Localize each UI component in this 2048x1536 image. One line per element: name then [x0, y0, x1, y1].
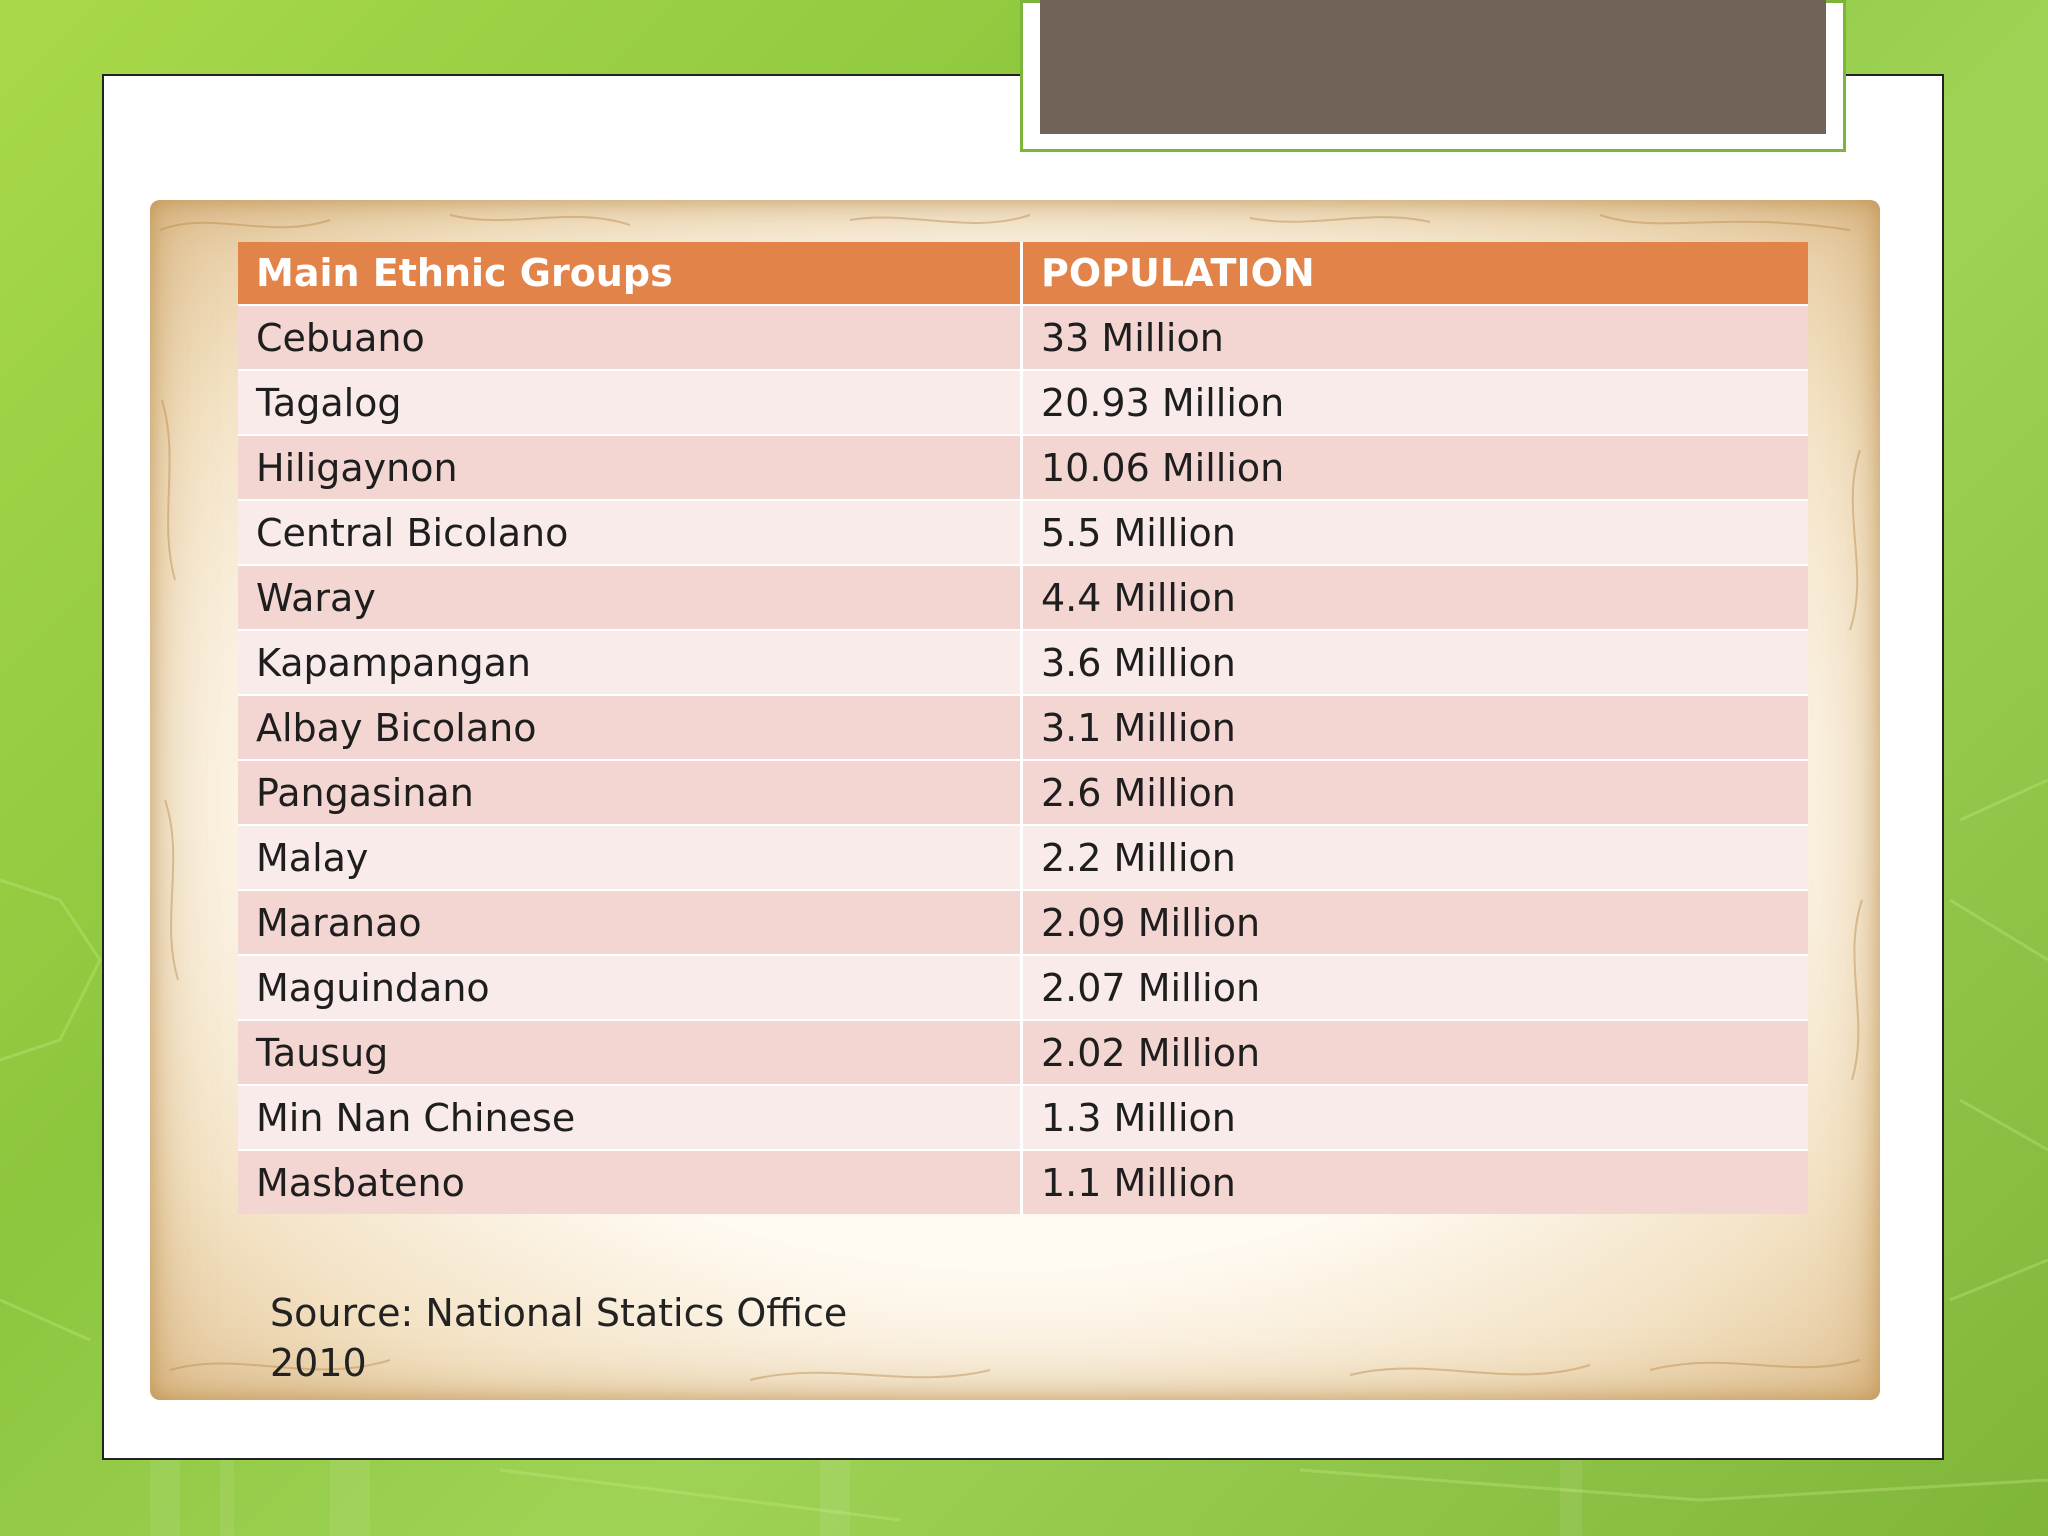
population-cell: 3.6 Million: [1021, 629, 1808, 695]
population-cell: 1.3 Million: [1021, 1084, 1808, 1150]
ethnic-group-cell: Pangasinan: [238, 759, 1023, 825]
population-cell: 20.93 Million: [1021, 369, 1808, 435]
ethnic-group-cell: Albay Bicolano: [238, 694, 1023, 760]
population-cell: 2.07 Million: [1021, 954, 1808, 1020]
column-header-ethnic-groups: Main Ethnic Groups: [238, 242, 1023, 305]
table-row: Maranao 2.09 Million: [238, 889, 1808, 955]
ethnic-group-cell: Cebuano: [238, 304, 1023, 370]
table-row: Albay Bicolano 3.1 Million: [238, 694, 1808, 760]
population-cell: 5.5 Million: [1021, 499, 1808, 565]
population-cell: 3.1 Million: [1021, 694, 1808, 760]
table-row: Tagalog 20.93 Million: [238, 369, 1808, 435]
table-row: Kapampangan 3.6 Million: [238, 629, 1808, 695]
table-row: Waray 4.4 Million: [238, 564, 1808, 630]
ethnic-group-cell: Min Nan Chinese: [238, 1084, 1023, 1150]
population-cell: 2.09 Million: [1021, 889, 1808, 955]
population-cell: 10.06 Million: [1021, 434, 1808, 500]
ethnic-group-cell: Masbateno: [238, 1149, 1023, 1214]
table-row: Min Nan Chinese 1.3 Million: [238, 1084, 1808, 1150]
ethnic-groups-table: Main Ethnic Groups POPULATION Cebuano 33…: [238, 242, 1808, 1214]
population-cell: 2.2 Million: [1021, 824, 1808, 890]
ethnic-group-cell: Hiligaynon: [238, 434, 1023, 500]
table-header-row: Main Ethnic Groups POPULATION: [238, 242, 1808, 305]
ethnic-group-cell: Kapampangan: [238, 629, 1023, 695]
population-cell: 33 Million: [1021, 304, 1808, 370]
ethnic-group-cell: Maguindano: [238, 954, 1023, 1020]
ethnic-group-cell: Central Bicolano: [238, 499, 1023, 565]
table-row: Maguindano 2.07 Million: [238, 954, 1808, 1020]
population-cell: 2.6 Million: [1021, 759, 1808, 825]
population-cell: 4.4 Million: [1021, 564, 1808, 630]
title-placeholder: [1040, 0, 1826, 134]
table-row: Central Bicolano 5.5 Million: [238, 499, 1808, 565]
population-cell: 1.1 Million: [1021, 1149, 1808, 1214]
ethnic-group-cell: Tausug: [238, 1019, 1023, 1085]
table-row: Cebuano 33 Million: [238, 304, 1808, 370]
table-row: Masbateno 1.1 Million: [238, 1149, 1808, 1214]
table-row: Pangasinan 2.6 Million: [238, 759, 1808, 825]
column-header-population: POPULATION: [1021, 242, 1808, 305]
ethnic-group-cell: Malay: [238, 824, 1023, 890]
table-row: Tausug 2.02 Million: [238, 1019, 1808, 1085]
parchment-texture: [159, 214, 1863, 1381]
source-year: 2010: [270, 1341, 367, 1385]
population-cell: 2.02 Million: [1021, 1019, 1808, 1085]
table-row: Hiligaynon 10.06 Million: [238, 434, 1808, 500]
table-row: Malay 2.2 Million: [238, 824, 1808, 890]
ethnic-group-cell: Waray: [238, 564, 1023, 630]
source-line: Source: National Statics Office: [270, 1291, 848, 1335]
source-note: Source: National Statics Office 2010: [270, 1288, 847, 1388]
ethnic-group-cell: Maranao: [238, 889, 1023, 955]
ethnic-group-cell: Tagalog: [238, 369, 1023, 435]
